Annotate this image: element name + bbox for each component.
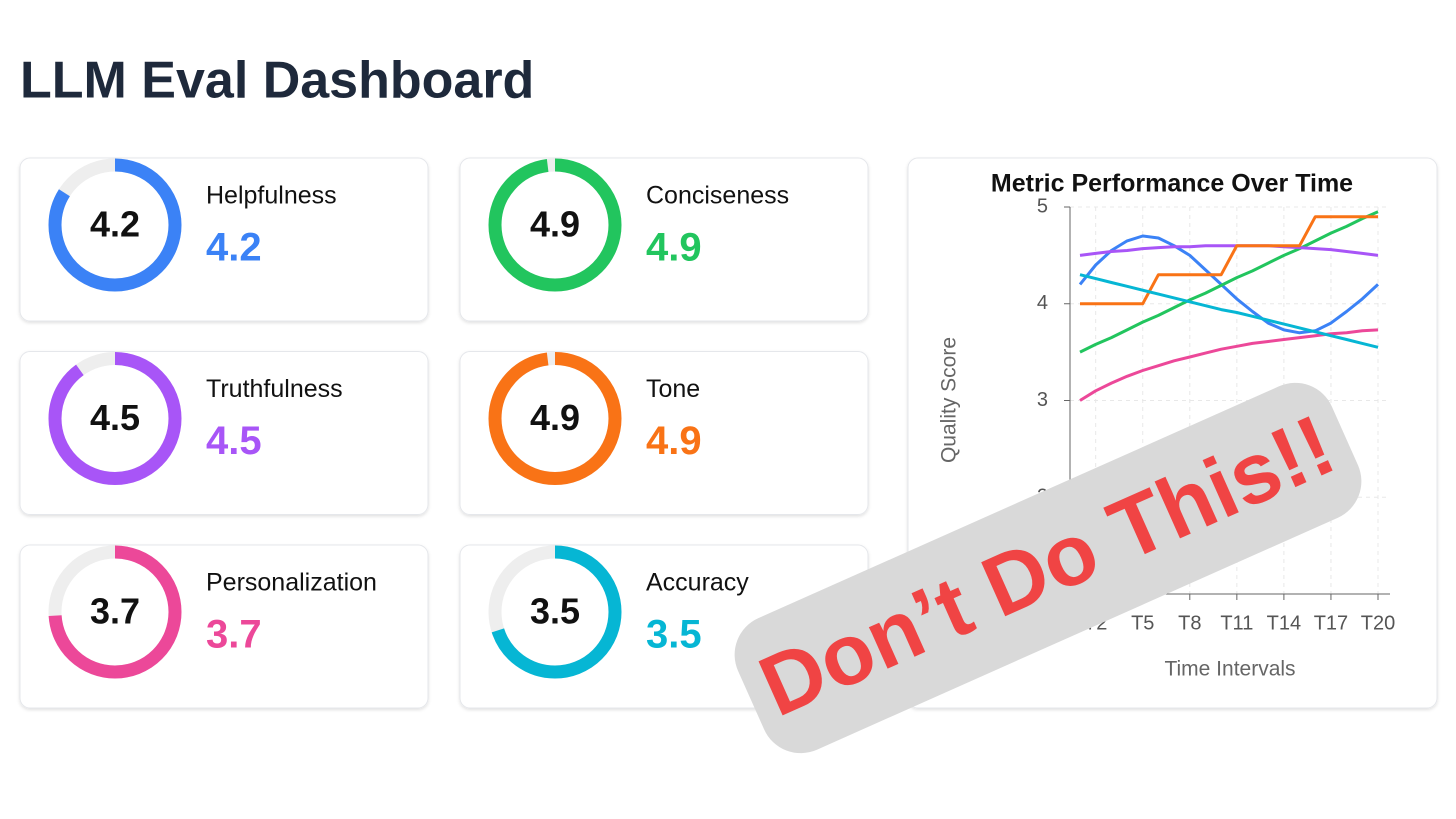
x-tick-label: T11: [1220, 612, 1253, 634]
metric-label: Accuracy: [646, 569, 749, 597]
gauge-value: 4.5: [90, 397, 140, 438]
metric-label: Tone: [646, 375, 700, 403]
metric-label: Truthfulness: [206, 375, 343, 403]
metric-card: 4.5 Truthfulness 4.5: [19, 351, 429, 515]
y-tick-label: 5: [1037, 195, 1048, 217]
metric-card: 4.9 Conciseness 4.9: [459, 157, 869, 322]
gauge-arc: [48, 352, 182, 485]
x-tick-label: T20: [1361, 612, 1395, 634]
page-title: LLM Eval Dashboard: [20, 52, 534, 110]
gauge-arc: [488, 158, 622, 292]
metric-card: 4.9 Tone 4.9: [459, 351, 869, 515]
gauge-arc: [488, 545, 622, 679]
metric-value: 4.9: [646, 226, 702, 270]
series-line: [1080, 215, 1378, 306]
chart-title: Metric Performance Over Time: [991, 170, 1353, 198]
metric-value: 4.2: [206, 226, 262, 270]
series-line: [1079, 273, 1379, 349]
metric-value: 3.5: [646, 613, 702, 657]
y-tick-label: 3: [1037, 389, 1048, 411]
gauge-value: 4.9: [530, 397, 580, 438]
metric-value: 3.7: [206, 613, 262, 657]
banner-background: [734, 382, 1362, 754]
metric-label: Helpfulness: [206, 182, 337, 210]
cards: 4.2 Helpfulness 4.2 4.9 Conciseness 4.9 4.5 Tru…: [19, 157, 869, 709]
x-tick-label: T14: [1267, 612, 1301, 634]
gauge-value: 4.9: [530, 204, 580, 245]
gauge-value: 3.7: [90, 591, 140, 632]
metric-card: 4.2 Helpfulness 4.2: [19, 157, 429, 322]
series-line: [1079, 244, 1379, 257]
metric-value: 4.5: [206, 419, 262, 463]
metric-label: Conciseness: [646, 182, 789, 210]
series-line: [1078, 234, 1380, 335]
gauge-arc: [488, 352, 622, 485]
x-tick-label: T5: [1131, 612, 1154, 634]
x-axis-label: Time Intervals: [1164, 658, 1295, 681]
y-tick-label: 4: [1037, 292, 1048, 314]
gauge-arc: [48, 545, 182, 679]
gauge-arc: [48, 158, 182, 292]
x-tick-label: T17: [1314, 612, 1348, 634]
x-tick-label: T8: [1178, 612, 1201, 634]
metric-value: 4.9: [646, 419, 702, 463]
gauge-value: 3.5: [530, 591, 580, 632]
gauge-value: 4.2: [90, 204, 140, 245]
metric-card: 3.7 Personalization 3.7: [19, 544, 429, 709]
metric-label: Personalization: [206, 569, 377, 597]
y-axis-label: Quality Score: [938, 337, 961, 463]
series-line: [1079, 210, 1379, 354]
